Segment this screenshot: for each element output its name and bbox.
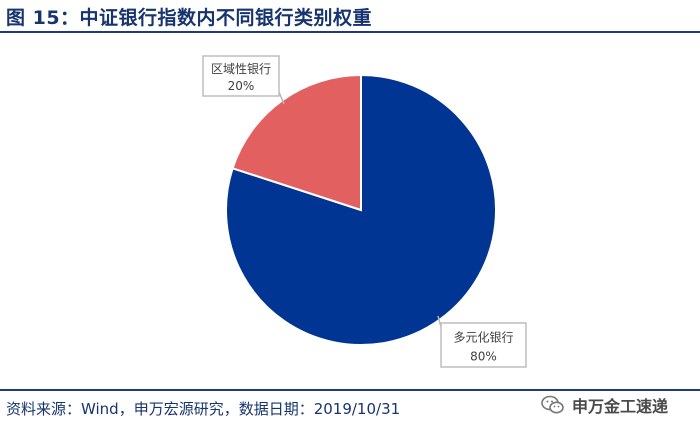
watermark-text: 申万金工速递	[572, 397, 669, 416]
slice-value-label: 80%	[470, 349, 497, 363]
callout-box	[440, 322, 527, 368]
figure-title: 图 15：中证银行指数内不同银行类别权重	[6, 7, 373, 29]
title-divider	[0, 31, 700, 33]
watermark: 申万金工速递	[540, 392, 668, 418]
wechat-icon	[541, 395, 564, 414]
footer-divider	[0, 389, 700, 391]
slice-value-label: 20%	[228, 79, 255, 93]
callout-leader	[278, 91, 285, 105]
source-note: 资料来源：Wind，申万宏源研究，数据日期：2019/10/31	[6, 400, 401, 418]
callout-box	[202, 55, 280, 97]
slice-callout-2: 区域性银行 20%	[202, 55, 285, 105]
slice-label: 区域性银行	[211, 62, 271, 76]
pie-slice-2	[231, 73, 362, 212]
slice-callout-1: 多元化银行 80%	[437, 315, 527, 368]
slice-label: 多元化银行	[453, 330, 513, 344]
pie-chart: 多元化银行 80% 区域性银行 20%	[202, 55, 527, 368]
